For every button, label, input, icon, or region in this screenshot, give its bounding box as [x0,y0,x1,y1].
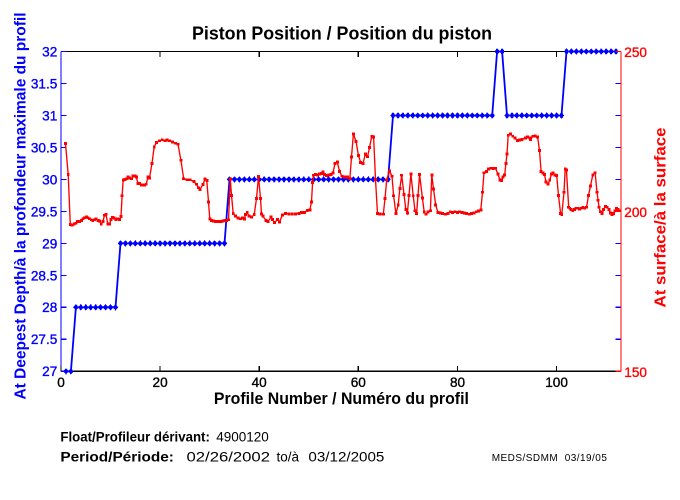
svg-text:100: 100 [545,375,568,390]
svg-text:0: 0 [57,375,65,390]
svg-text:80: 80 [450,375,466,390]
svg-text:40: 40 [252,375,268,390]
svg-text:20: 20 [153,375,169,390]
svg-text:27.5: 27.5 [31,332,57,347]
svg-text:250: 250 [624,45,647,60]
svg-text:Profile Number / Numéro du pro: Profile Number / Numéro du profil [214,390,469,408]
svg-text:29: 29 [42,236,57,251]
svg-text:200: 200 [624,205,647,220]
svg-text:28.5: 28.5 [31,268,57,283]
svg-text:4900120: 4900120 [216,429,269,444]
svg-text:31: 31 [42,108,57,123]
svg-text:28: 28 [42,300,57,315]
svg-text:At Deepest Depth/à la profonde: At Deepest Depth/à la profondeur maximal… [13,13,30,400]
svg-text:150: 150 [624,365,647,380]
svg-text:At surface/à la surface: At surface/à la surface [653,127,670,307]
svg-text:Piston Position / Position du: Piston Position / Position du piston [192,23,492,43]
svg-text:to/à: to/à [277,450,300,465]
svg-text:Period/Période:: Period/Période: [60,450,173,465]
svg-text:27: 27 [42,364,57,379]
svg-text:02/26/2002: 02/26/2002 [187,450,271,465]
svg-text:MEDS/SDMM 03/19/05: MEDS/SDMM 03/19/05 [492,453,608,464]
svg-text:30.5: 30.5 [31,140,57,155]
svg-text:60: 60 [351,375,367,390]
svg-text:31.5: 31.5 [31,76,57,91]
svg-text:32: 32 [42,44,57,59]
svg-text:03/12/2005: 03/12/2005 [308,450,384,465]
svg-text:29.5: 29.5 [31,204,57,219]
svg-text:30: 30 [42,172,58,187]
svg-text:Float/Profileur dérivant:: Float/Profileur dérivant: [60,429,210,444]
